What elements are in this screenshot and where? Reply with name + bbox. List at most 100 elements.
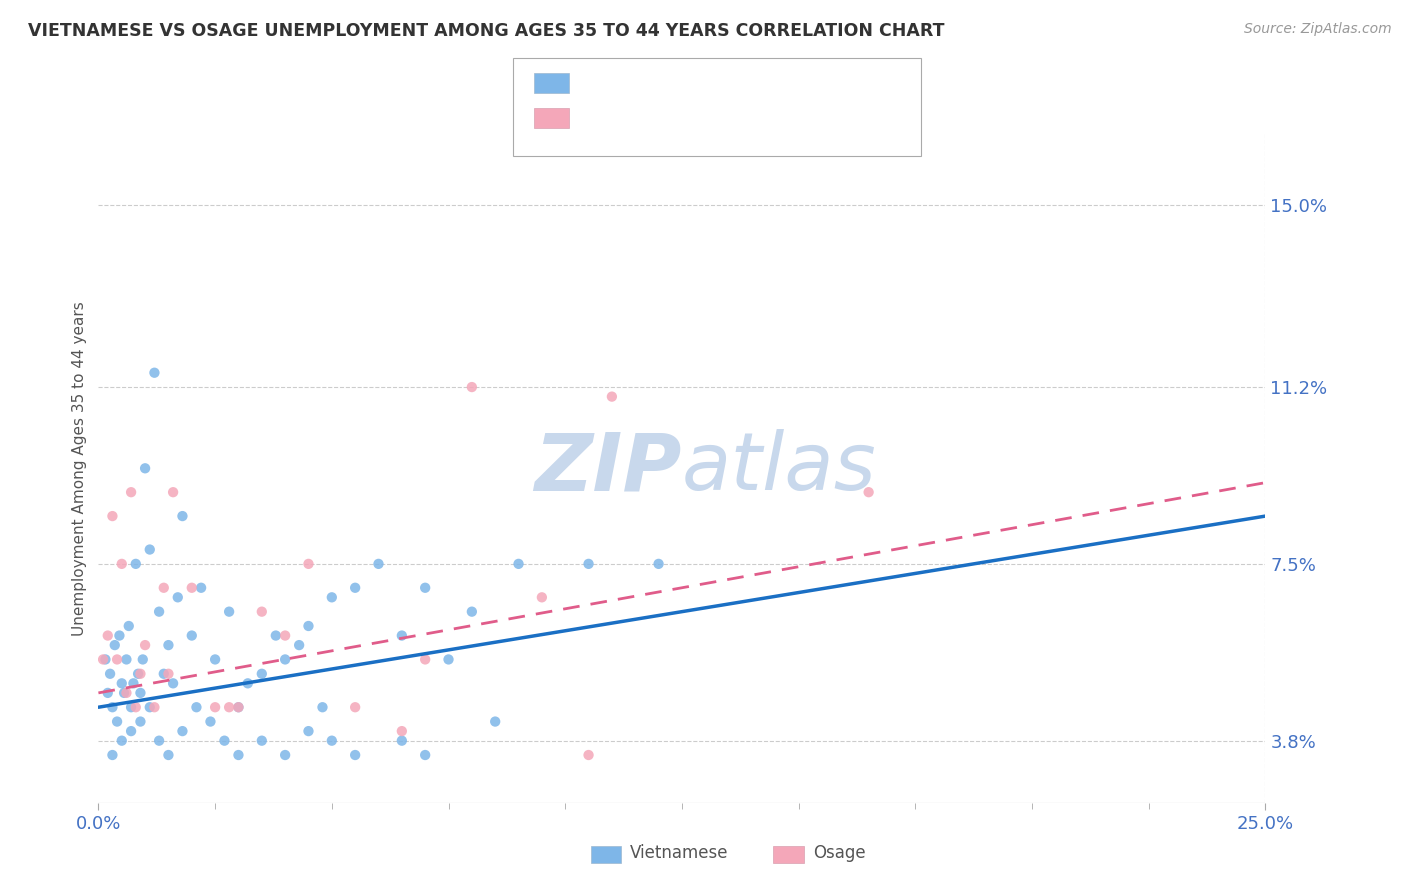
- Point: [344, 581, 367, 595]
- Point: [250, 733, 273, 747]
- Point: [228, 700, 250, 714]
- Point: [91, 652, 114, 666]
- Point: [218, 605, 240, 619]
- Point: [129, 686, 152, 700]
- Point: [104, 638, 127, 652]
- Point: [530, 591, 553, 605]
- Point: [120, 700, 142, 714]
- Point: [127, 666, 149, 681]
- Point: [391, 724, 413, 739]
- Point: [190, 581, 212, 595]
- Point: [321, 733, 343, 747]
- Point: [228, 700, 250, 714]
- Point: [97, 686, 120, 700]
- Text: ZIP: ZIP: [534, 429, 682, 508]
- Point: [98, 666, 121, 681]
- Point: [118, 619, 141, 633]
- Point: [288, 638, 311, 652]
- Point: [148, 605, 170, 619]
- Point: [120, 724, 142, 739]
- Point: [105, 652, 128, 666]
- Point: [132, 652, 155, 666]
- Point: [274, 628, 297, 642]
- Point: [115, 686, 138, 700]
- Point: [297, 619, 319, 633]
- Text: Source: ZipAtlas.com: Source: ZipAtlas.com: [1244, 22, 1392, 37]
- Point: [344, 700, 367, 714]
- Point: [122, 676, 145, 690]
- Point: [461, 605, 484, 619]
- Point: [112, 686, 135, 700]
- Point: [101, 747, 124, 762]
- Point: [413, 747, 436, 762]
- Point: [600, 390, 623, 404]
- Point: [105, 714, 128, 729]
- Point: [344, 747, 367, 762]
- Point: [391, 733, 413, 747]
- Point: [166, 591, 188, 605]
- Point: [152, 581, 174, 595]
- Point: [97, 628, 120, 642]
- Point: [250, 605, 273, 619]
- Text: VIETNAMESE VS OSAGE UNEMPLOYMENT AMONG AGES 35 TO 44 YEARS CORRELATION CHART: VIETNAMESE VS OSAGE UNEMPLOYMENT AMONG A…: [28, 22, 945, 40]
- Point: [461, 380, 484, 394]
- Y-axis label: Unemployment Among Ages 35 to 44 years: Unemployment Among Ages 35 to 44 years: [72, 301, 87, 636]
- Text: R = 0.242   N = 68: R = 0.242 N = 68: [579, 80, 737, 98]
- Point: [162, 485, 184, 500]
- Point: [200, 714, 222, 729]
- Point: [157, 666, 180, 681]
- Point: [274, 652, 297, 666]
- Text: R = 0.285   N = 29: R = 0.285 N = 29: [579, 115, 737, 133]
- Point: [311, 700, 333, 714]
- Point: [94, 652, 117, 666]
- Point: [111, 676, 134, 690]
- Point: [157, 638, 180, 652]
- Point: [484, 714, 506, 729]
- Point: [134, 461, 156, 475]
- Point: [264, 628, 287, 642]
- Point: [413, 652, 436, 666]
- Text: Vietnamese: Vietnamese: [630, 844, 728, 862]
- Point: [297, 557, 319, 571]
- Point: [413, 581, 436, 595]
- Point: [120, 485, 142, 500]
- Point: [180, 628, 202, 642]
- Point: [186, 700, 208, 714]
- Point: [139, 700, 162, 714]
- Point: [437, 652, 460, 666]
- Point: [101, 700, 124, 714]
- Point: [214, 733, 236, 747]
- Point: [172, 509, 194, 524]
- Point: [321, 591, 343, 605]
- Point: [236, 676, 259, 690]
- Point: [157, 747, 180, 762]
- Point: [858, 485, 880, 500]
- Point: [274, 747, 297, 762]
- Point: [218, 700, 240, 714]
- Point: [578, 557, 600, 571]
- Point: [367, 557, 389, 571]
- Point: [148, 733, 170, 747]
- Point: [172, 724, 194, 739]
- Point: [111, 557, 134, 571]
- Point: [204, 652, 226, 666]
- Point: [180, 581, 202, 595]
- Point: [297, 724, 319, 739]
- Point: [250, 666, 273, 681]
- Point: [129, 666, 152, 681]
- Point: [508, 557, 530, 571]
- Point: [578, 747, 600, 762]
- Point: [139, 542, 162, 557]
- Point: [204, 700, 226, 714]
- Point: [143, 366, 166, 380]
- Point: [125, 557, 148, 571]
- Point: [152, 666, 174, 681]
- Point: [647, 557, 669, 571]
- Point: [129, 714, 152, 729]
- Point: [108, 628, 131, 642]
- Point: [125, 700, 148, 714]
- Point: [134, 638, 156, 652]
- Point: [111, 733, 134, 747]
- Point: [101, 509, 124, 524]
- Point: [143, 700, 166, 714]
